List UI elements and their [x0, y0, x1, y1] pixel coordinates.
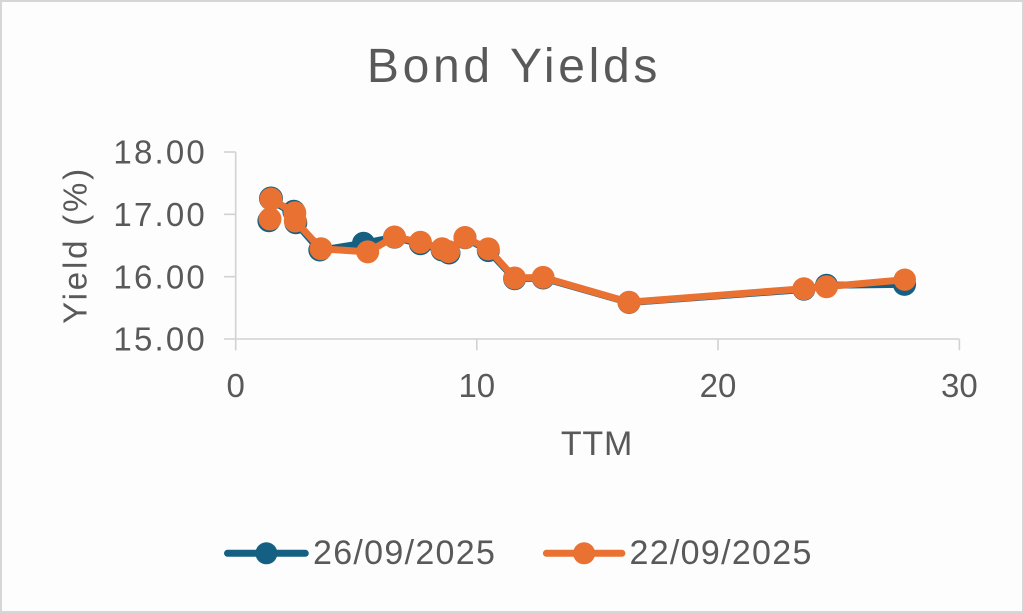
svg-text:17.00: 17.00: [113, 196, 207, 233]
svg-text:26/09/2025: 26/09/2025: [313, 534, 496, 572]
svg-text:18.00: 18.00: [113, 134, 207, 171]
svg-text:10: 10: [458, 367, 495, 404]
svg-text:0: 0: [227, 367, 245, 404]
svg-text:Yield (%): Yield (%): [57, 166, 94, 324]
svg-text:20: 20: [700, 367, 737, 404]
svg-text:16.00: 16.00: [113, 258, 207, 295]
svg-text:15.00: 15.00: [113, 321, 207, 358]
svg-text:Bond Yields: Bond Yields: [367, 40, 661, 93]
svg-text:TTM: TTM: [561, 425, 633, 463]
svg-text:22/09/2025: 22/09/2025: [630, 534, 813, 572]
svg-text:30: 30: [941, 367, 978, 404]
